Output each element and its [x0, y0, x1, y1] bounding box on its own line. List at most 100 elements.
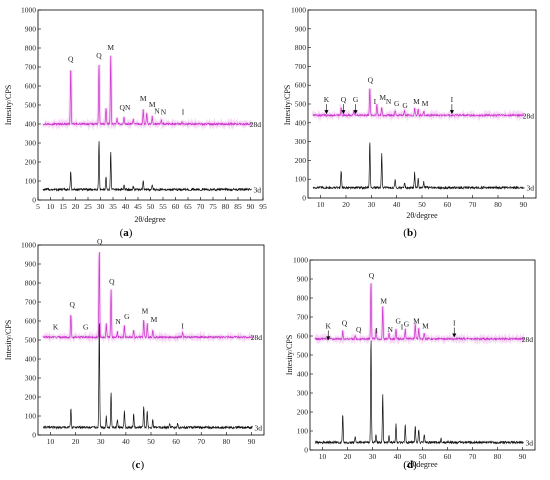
- x-axis-title: 2θ/degree: [406, 211, 438, 220]
- peak-label: Q: [356, 325, 362, 334]
- peak-label: K: [326, 321, 332, 330]
- y-tick-label: 0: [302, 194, 306, 203]
- peak-label: M: [422, 99, 429, 108]
- panel-label: (d): [403, 459, 417, 471]
- panel-b: 0 100 200 300 400 500 600 700 800 900 1000 10 20 30 40…: [283, 6, 537, 239]
- peak-label: M: [142, 306, 149, 315]
- y-tick-label: 800: [297, 294, 309, 303]
- peak-label: I: [181, 322, 184, 331]
- y-tick-label: 1000: [21, 6, 36, 15]
- panel-label: (b): [403, 227, 417, 239]
- x-tick-label: 15: [59, 202, 67, 211]
- y-tick-label: 800: [295, 43, 307, 52]
- series-tag-3d: 3d: [254, 186, 262, 195]
- x-tick-label: 20: [72, 437, 80, 446]
- x-tick-label: 20: [72, 202, 80, 211]
- peak-label: G: [404, 320, 410, 329]
- peak-label: N: [115, 317, 121, 326]
- series-tag-3d: 3d: [526, 438, 534, 447]
- peak-label: Q: [368, 75, 374, 84]
- plot-frame: [309, 259, 536, 451]
- y-tick-label: 0: [304, 446, 308, 455]
- x-tick-label: 60: [444, 200, 452, 209]
- x-tick-label: 5: [36, 202, 40, 211]
- x-tick-label: 70: [197, 437, 205, 446]
- y-tick-label: 600: [25, 82, 37, 91]
- x-tick-label: 25: [84, 202, 92, 211]
- y-tick-label: 300: [295, 137, 307, 146]
- peak-label: Q: [120, 103, 126, 112]
- peak-label: M: [380, 297, 387, 306]
- y-tick-label: 400: [297, 370, 309, 379]
- peak-label: M: [140, 94, 147, 103]
- y-tick-label: 500: [25, 336, 37, 345]
- panel-label: (c): [132, 459, 145, 471]
- x-tick-label: 10: [47, 202, 55, 211]
- peak-arrowhead: [326, 336, 331, 341]
- y-tick-label: 300: [297, 389, 309, 398]
- peak-arrowhead: [452, 333, 457, 338]
- series-tag-3d: 3d: [255, 423, 263, 432]
- y-tick-label: 200: [297, 408, 309, 417]
- y-tick-label: 800: [25, 279, 37, 288]
- y-tick-label: 900: [25, 260, 37, 269]
- panel-d: 0 100 200 300 400 500 600 700 800 900 1000 10 20 30 40…: [285, 256, 536, 471]
- y-tick-label: 800: [25, 44, 37, 53]
- y-tick-label: 600: [297, 332, 309, 341]
- y-axis-title: Intesity/CPS: [4, 85, 13, 125]
- y-tick-label: 500: [25, 101, 37, 110]
- series-tag-28d: 28d: [250, 120, 262, 129]
- y-tick-label: 1000: [291, 6, 306, 15]
- peak-label: Q: [369, 271, 375, 280]
- x-tick-label: 30: [369, 452, 377, 461]
- y-tick-label: 700: [25, 298, 37, 307]
- x-tick-label: 70: [469, 200, 477, 209]
- x-tick-label: 50: [419, 452, 427, 461]
- peak-label: M: [413, 97, 420, 106]
- peak-label: Q: [342, 319, 348, 328]
- x-tick-label: 50: [147, 437, 155, 446]
- peak-label: M: [151, 315, 158, 324]
- peak-label: Q: [96, 51, 102, 60]
- x-tick-label: 40: [122, 202, 130, 211]
- y-tick-label: 500: [297, 351, 309, 360]
- peak-label: Q: [341, 95, 347, 104]
- peak-arrowhead: [341, 110, 346, 115]
- peak-label: Q: [69, 300, 75, 309]
- y-tick-label: 200: [25, 158, 37, 167]
- peak-arrowhead: [324, 110, 329, 115]
- peak-label: M: [413, 317, 420, 326]
- peak-arrowhead: [449, 110, 454, 115]
- x-tick-label: 65: [184, 202, 192, 211]
- y-tick-label: 400: [25, 355, 37, 364]
- peak-label: M: [149, 100, 156, 109]
- y-tick-label: 200: [295, 156, 307, 165]
- peak-label: I: [374, 97, 377, 106]
- y-tick-label: 600: [25, 317, 37, 326]
- peak-label: N: [388, 325, 394, 334]
- peak-label: G: [396, 317, 402, 326]
- x-tick-label: 10: [317, 200, 325, 209]
- x-tick-label: 50: [418, 200, 426, 209]
- x-tick-label: 40: [393, 200, 401, 209]
- peak-label: G: [83, 323, 89, 332]
- y-tick-label: 100: [297, 427, 309, 436]
- x-tick-label: 85: [234, 202, 242, 211]
- y-tick-label: 400: [295, 118, 307, 127]
- y-axis-title: Intesity/CPS: [283, 85, 292, 125]
- peak-label: Q: [68, 55, 74, 64]
- y-tick-label: 100: [25, 412, 37, 421]
- x-tick-label: 10: [319, 452, 327, 461]
- x-tick-label: 80: [222, 202, 230, 211]
- panel-a: 0 100 200 300 400 500 600 700 800 900 1000 5 10 15 20 2…: [4, 6, 267, 240]
- y-tick-label: 1000: [293, 256, 308, 265]
- y-axis-title: Intesity/CPS: [285, 335, 294, 375]
- peak-label: G: [124, 312, 130, 321]
- peak-label: N: [125, 103, 131, 112]
- x-tick-label: 95: [259, 202, 267, 211]
- peak-label: N: [161, 108, 167, 117]
- series-line-28d: [42, 55, 252, 127]
- peak-label: G: [402, 101, 408, 110]
- peak-label: K: [53, 323, 59, 332]
